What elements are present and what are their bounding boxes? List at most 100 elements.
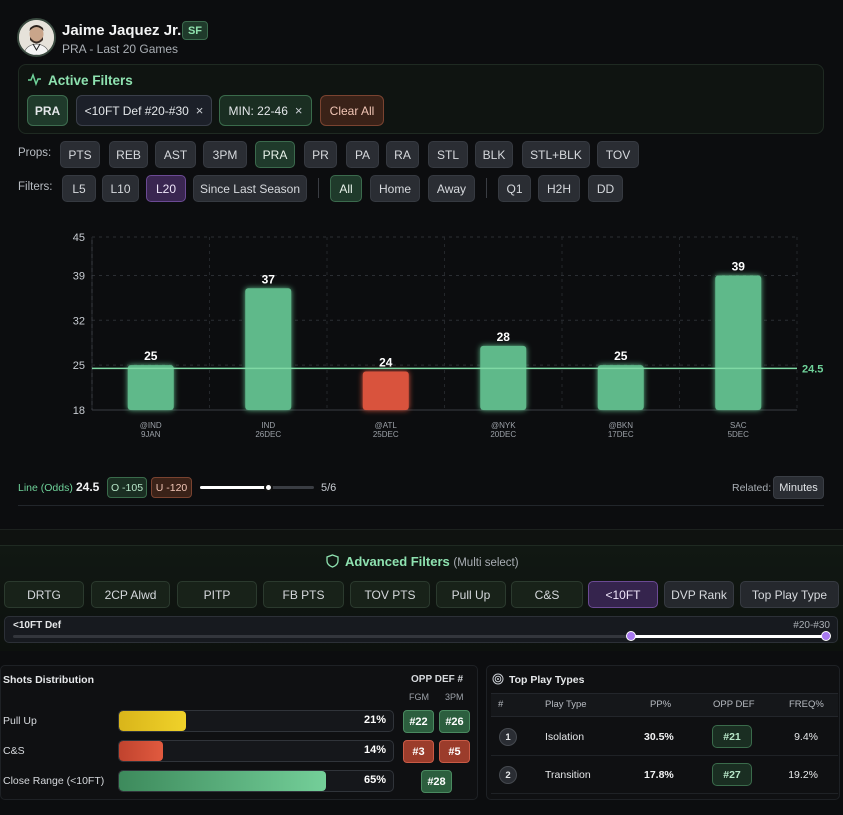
range-filter-label: <10FT Def <box>13 620 62 631</box>
chip-label: <10FT Def #20-#30 <box>84 103 189 118</box>
prop-button-ra[interactable]: RA <box>386 141 419 168</box>
over-odds-button[interactable]: O -105 <box>107 477 147 498</box>
hit-rate-text: 5/6 <box>321 482 337 494</box>
play-type-rank: 1 <box>499 728 517 746</box>
extra-filter-dd[interactable]: DD <box>588 175 623 202</box>
advanced-filter-pull-up[interactable]: Pull Up <box>436 581 506 608</box>
range-slider-track[interactable] <box>13 631 831 641</box>
range-filter-since-last-season[interactable]: Since Last Season <box>193 175 307 202</box>
3pm-header: 3PM <box>445 692 464 702</box>
prop-button-pa[interactable]: PA <box>346 141 379 168</box>
play-types-title: Top Play Types <box>509 674 585 686</box>
bar-sac[interactable] <box>715 275 762 410</box>
minutes-related-button[interactable]: Minutes <box>773 476 824 499</box>
shield-icon <box>326 554 339 568</box>
play-type-row[interactable] <box>491 756 838 794</box>
advanced-filter-top-play-type[interactable]: Top Play Type <box>740 581 839 608</box>
range-filter-l20[interactable]: L20 <box>146 175 186 202</box>
bar-value-label: 37 <box>262 272 276 286</box>
advanced-filters-band <box>0 529 843 545</box>
remove-chip-icon[interactable]: × <box>195 103 204 118</box>
position-badge: SF <box>182 21 208 40</box>
active-filter-chip-pra[interactable]: PRA <box>27 95 68 126</box>
play-type-pp: 30.5% <box>644 731 674 743</box>
prop-button-pra[interactable]: PRA <box>255 141 295 168</box>
venue-filter-home[interactable]: Home <box>370 175 420 202</box>
play-types-column-header: FREQ% <box>789 699 824 710</box>
x-tick-opponent: @ATL <box>375 421 398 430</box>
advanced-filter-drtg[interactable]: DRTG <box>4 581 84 608</box>
prop-button-stl[interactable]: STL <box>428 141 468 168</box>
fgm-rank-badge: #28 <box>421 770 452 793</box>
line-slider-track[interactable] <box>200 483 314 492</box>
bar-at-atl[interactable] <box>362 371 409 410</box>
bar-at-nyk[interactable] <box>480 345 527 410</box>
advanced-filter-pitp[interactable]: PITP <box>177 581 257 608</box>
bar-value-label: 24 <box>379 356 393 370</box>
x-tick-opponent: @BKN <box>608 421 633 430</box>
play-type-freq: 9.4% <box>794 731 818 743</box>
prop-button-ast[interactable]: AST <box>155 141 196 168</box>
bar-value-label: 25 <box>144 349 158 363</box>
play-types-column-header: PP% <box>650 699 672 710</box>
extra-filter-q1[interactable]: Q1 <box>498 175 531 202</box>
play-type-name: Transition <box>545 769 591 781</box>
x-tick-date: 20DEC <box>490 430 516 439</box>
prop-button-blk[interactable]: BLK <box>475 141 513 168</box>
activity-icon <box>28 72 41 87</box>
under-odds-button[interactable]: U -120 <box>151 477 192 498</box>
x-tick-date: 9JAN <box>141 430 161 439</box>
advanced-title: Advanced Filters <box>345 554 450 569</box>
bar-ind[interactable] <box>245 288 292 410</box>
y-tick-label: 18 <box>73 405 85 417</box>
play-types-column-header: OPP DEF <box>713 699 755 710</box>
fgm-header: FGM <box>409 692 429 702</box>
bar-at-bkn[interactable] <box>597 365 644 410</box>
shot-bar-track <box>118 710 394 732</box>
shot-bar-track <box>118 770 394 792</box>
3pm-rank-badge: #26 <box>439 710 470 733</box>
prop-button-stl-plus-blk[interactable]: STL+BLK <box>522 141 590 168</box>
filter-divider <box>486 178 487 198</box>
active-filter-chip-10ft-def[interactable]: <10FT Def #20-#30 × <box>76 95 212 126</box>
play-types-header-row <box>491 693 838 717</box>
bar-at-ind[interactable] <box>127 365 174 410</box>
x-tick-date: 26DEC <box>255 430 281 439</box>
prop-button-pts[interactable]: PTS <box>60 141 100 168</box>
advanced-filter-tov-pts[interactable]: TOV PTS <box>350 581 430 608</box>
range-filter-l5[interactable]: L5 <box>62 175 96 202</box>
advanced-filter-fb-pts[interactable]: FB PTS <box>263 581 344 608</box>
play-type-name: Isolation <box>545 731 585 743</box>
x-tick-date: 25DEC <box>373 430 399 439</box>
line-slider-handle[interactable] <box>264 483 274 492</box>
shot-pct: 65% <box>363 774 386 786</box>
props-label: Props: <box>18 147 52 159</box>
x-tick-date: 17DEC <box>608 430 634 439</box>
player-name: Jaime Jaquez Jr. <box>62 22 182 39</box>
advanced-filter-c-s[interactable]: C&S <box>511 581 583 608</box>
play-types-column-header: Play Type <box>545 699 587 710</box>
related-label: Related: <box>732 482 772 494</box>
prop-line-label: 24.5 <box>802 363 823 375</box>
prop-button-reb[interactable]: REB <box>109 141 148 168</box>
play-type-opp-def-badge: #21 <box>712 725 752 748</box>
range-slider-low-handle[interactable] <box>625 631 636 641</box>
y-tick-label: 45 <box>73 232 85 244</box>
advanced-filter--10ft[interactable]: <10FT <box>588 581 658 608</box>
range-slider-high-handle[interactable] <box>821 631 831 641</box>
clear-all-button[interactable]: Clear All <box>320 95 384 126</box>
active-filter-chip-minutes[interactable]: MIN: 22-46 × <box>219 95 312 126</box>
advanced-filter-2cp-alwd[interactable]: 2CP Alwd <box>91 581 170 608</box>
venue-filter-away[interactable]: Away <box>428 175 475 202</box>
x-tick-opponent: @NYK <box>491 421 516 430</box>
prop-button-pr[interactable]: PR <box>304 141 337 168</box>
play-type-row[interactable] <box>491 718 838 756</box>
remove-chip-icon[interactable]: × <box>294 103 303 118</box>
advanced-filter-dvp-rank[interactable]: DVP Rank <box>664 581 734 608</box>
extra-filter-h2h[interactable]: H2H <box>538 175 580 202</box>
prop-button-3pm[interactable]: 3PM <box>203 141 247 168</box>
prop-button-tov[interactable]: TOV <box>597 141 639 168</box>
chip-label: MIN: 22-46 <box>228 103 288 118</box>
venue-filter-all[interactable]: All <box>330 175 362 202</box>
range-filter-l10[interactable]: L10 <box>102 175 139 202</box>
